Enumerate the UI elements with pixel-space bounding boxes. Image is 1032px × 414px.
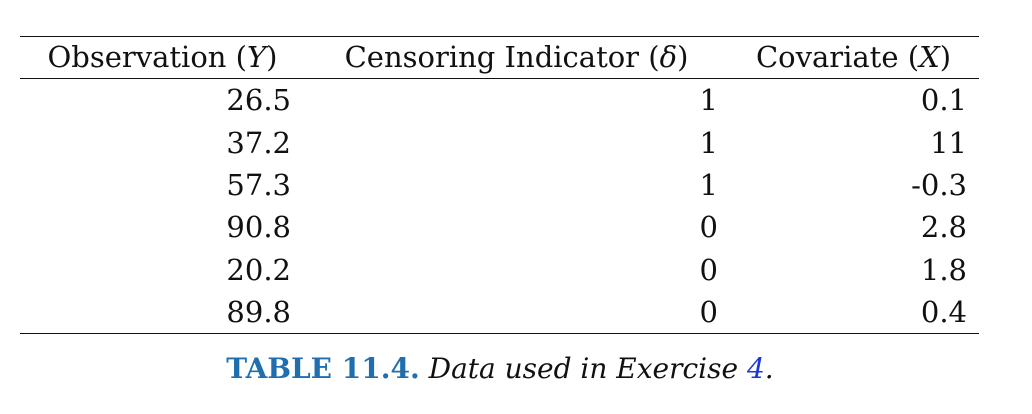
- cell-censoring: 1: [699, 167, 718, 202]
- cell-observation: 37.2: [226, 125, 291, 160]
- cell-covariate: 0.1: [920, 83, 967, 118]
- table-row: 90.8 0 2.8: [20, 206, 979, 248]
- cell-censoring: 1: [699, 83, 718, 118]
- caption-exercise-link[interactable]: 4: [746, 352, 765, 385]
- cell-censoring: 0: [699, 252, 718, 287]
- cell-covariate: 0.4: [920, 295, 967, 330]
- cell-covariate: 1.8: [920, 252, 967, 287]
- cell-observation: 20.2: [226, 252, 291, 287]
- table-row: 89.8 0 0.4: [20, 291, 979, 334]
- header-observation-symbol: Y: [247, 40, 267, 74]
- cell-censoring: 0: [699, 210, 718, 245]
- cell-observation: 26.5: [226, 83, 291, 118]
- cell-covariate: 2.8: [920, 210, 967, 245]
- header-censoring-label: Censoring Indicator: [344, 40, 640, 74]
- cell-censoring: 1: [699, 125, 718, 160]
- cell-observation: 90.8: [226, 210, 291, 245]
- header-covariate-label: Covariate: [755, 40, 899, 74]
- table-header-row: Observation (Y) Censoring Indicator (δ) …: [20, 36, 979, 79]
- data-table-container: Observation (Y) Censoring Indicator (δ) …: [20, 36, 979, 334]
- data-table: Observation (Y) Censoring Indicator (δ) …: [20, 36, 979, 334]
- caption-text: Data used in Exercise: [428, 352, 739, 385]
- table-row: 26.5 1 0.1: [20, 79, 979, 122]
- caption-period: .: [764, 352, 774, 385]
- caption-label: TABLE 11.4.: [226, 352, 420, 385]
- header-covariate-symbol: X: [919, 40, 940, 74]
- header-observation: Observation (Y): [47, 40, 278, 74]
- cell-observation: 57.3: [226, 167, 291, 202]
- header-censoring-symbol: δ: [659, 40, 678, 74]
- table-row: 20.2 0 1.8: [20, 249, 979, 291]
- table-row: 37.2 1 11: [20, 121, 979, 163]
- header-censoring-indicator: Censoring Indicator (δ): [344, 40, 689, 74]
- cell-censoring: 0: [699, 295, 718, 330]
- cell-covariate: -0.3: [911, 167, 967, 202]
- cell-covariate: 11: [930, 125, 967, 160]
- header-covariate: Covariate (X): [755, 40, 952, 74]
- header-observation-label: Observation: [47, 40, 227, 74]
- cell-observation: 89.8: [226, 295, 291, 330]
- table-caption: TABLE 11.4. Data used in Exercise 4.: [0, 352, 1000, 385]
- table-row: 57.3 1 -0.3: [20, 164, 979, 206]
